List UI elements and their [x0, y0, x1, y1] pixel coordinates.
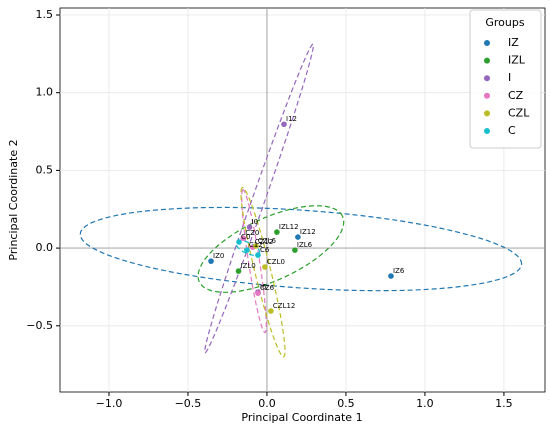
y-tick-label: 1.0: [36, 86, 54, 99]
point-label: I0: [252, 218, 259, 226]
legend-label: C: [508, 124, 516, 137]
point: [208, 258, 214, 264]
point-label: IZL0: [241, 262, 256, 270]
point-label: IZL6: [297, 241, 313, 249]
y-axis-label: Principal Coordinate 2: [7, 139, 20, 260]
legend-label: I: [508, 71, 511, 84]
legend-label: CZL: [508, 106, 530, 119]
point: [246, 224, 253, 230]
point-label: CZ0: [245, 229, 259, 237]
legend-label: CZ: [508, 89, 524, 102]
x-tick-label: −1.0: [96, 397, 123, 410]
x-axis-label: Principal Coordinate 1: [241, 411, 362, 424]
point-label: IZ6: [393, 267, 405, 275]
point: [281, 121, 287, 128]
point-label: CZL12: [273, 302, 296, 310]
plot-frame: [59, 7, 546, 393]
y-tick-label: 1.5: [36, 8, 54, 21]
confidence-ellipse: [241, 189, 267, 334]
x-tick-label: −0.5: [175, 397, 202, 410]
confidence-ellipse: [79, 206, 523, 292]
point-label: CZL0: [267, 258, 285, 266]
confidence-ellipse: [204, 43, 315, 354]
legend-label: IZL: [508, 54, 526, 67]
legend-marker: [484, 128, 490, 134]
x-tick-label: 0.5: [337, 397, 355, 410]
point-label: IZ12: [300, 228, 316, 236]
y-tick-label: 0.5: [36, 163, 54, 176]
y-tick-label: −0.5: [26, 319, 53, 332]
point-label: C0: [241, 233, 250, 241]
point-label: IZL12: [279, 223, 299, 231]
point: [388, 273, 394, 279]
point-label: CZL6: [258, 237, 277, 245]
legend: Groups IZ IZL I CZ CZL C: [469, 9, 542, 149]
point: [235, 268, 242, 274]
x-tick-label: 1.0: [416, 397, 434, 410]
point: [255, 252, 261, 258]
point-label: C6: [260, 246, 270, 254]
point: [244, 247, 250, 253]
legend-marker: [484, 110, 490, 117]
legend-box: [469, 9, 542, 149]
point: [274, 229, 280, 235]
confidence-ellipse: [197, 205, 345, 293]
point-label: CZ12: [255, 238, 274, 246]
legend-marker: [484, 57, 490, 64]
point-label: CZ6: [260, 284, 275, 292]
legend-marker: [484, 40, 490, 46]
legend-marker: [484, 92, 490, 99]
legend-title: Groups: [485, 16, 524, 29]
point: [236, 239, 242, 245]
legend-label: IZ: [508, 36, 519, 49]
point-label: IZ0: [213, 252, 224, 260]
point: [268, 308, 274, 314]
x-tick-label: 1.5: [495, 397, 513, 410]
legend-marker: [484, 75, 490, 82]
point: [295, 234, 301, 240]
point: [253, 243, 259, 249]
point: [255, 290, 261, 296]
point-label: C12: [249, 241, 263, 249]
point: [240, 235, 247, 241]
point-label: I12: [286, 115, 297, 123]
point: [262, 264, 268, 270]
point: [292, 247, 298, 253]
point-label: I6: [260, 283, 267, 291]
y-tick-label: 0.0: [36, 241, 54, 254]
x-tick-label: 0.0: [258, 397, 276, 410]
confidence-ellipse: [240, 187, 286, 358]
